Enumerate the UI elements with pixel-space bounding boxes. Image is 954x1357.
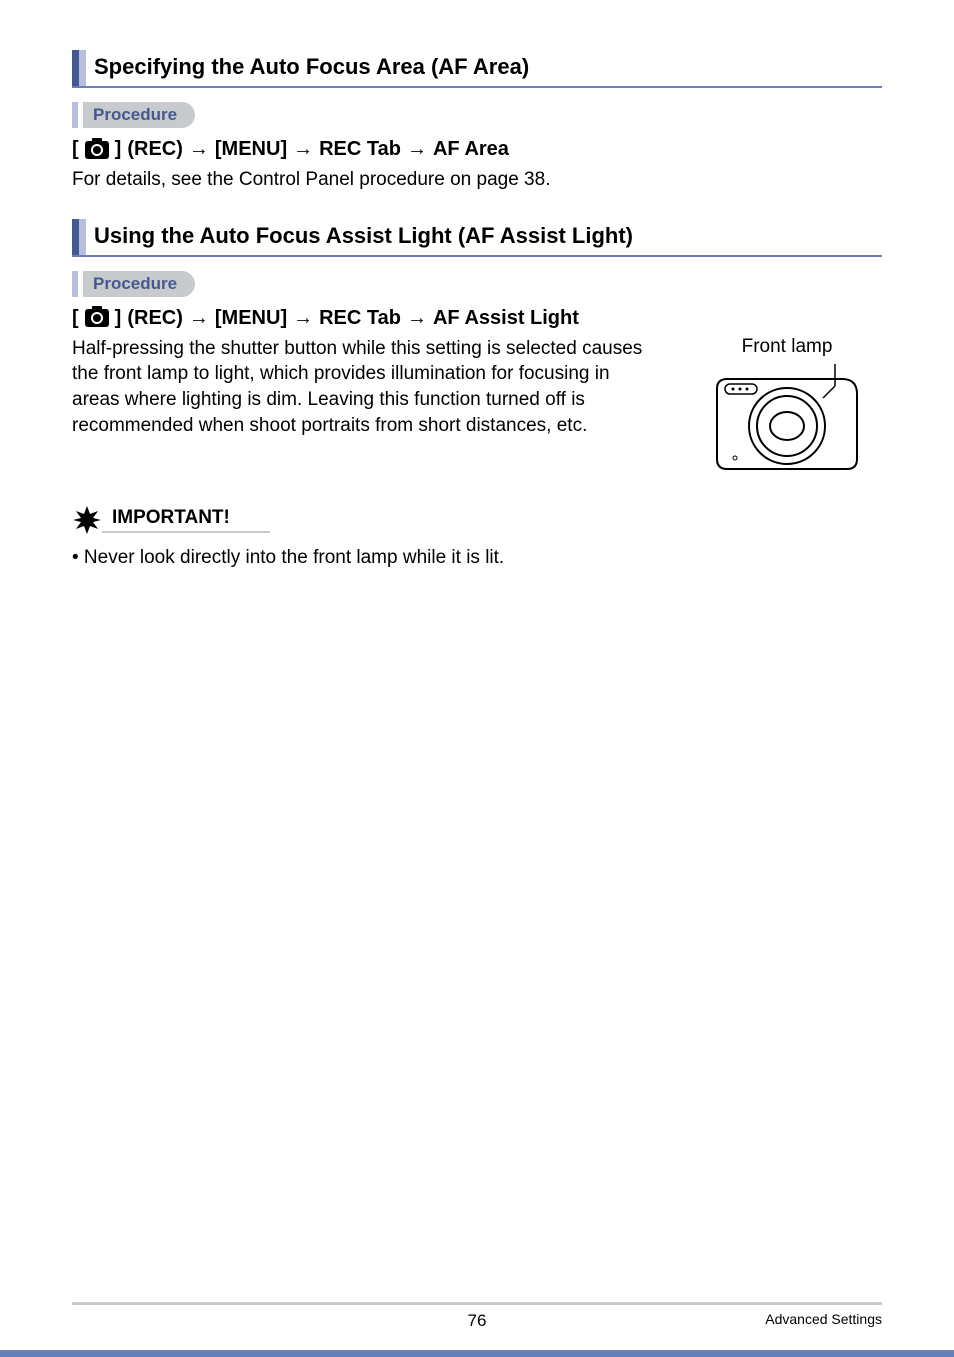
important-row: IMPORTANT!	[72, 505, 882, 535]
bracket-close: ]	[115, 307, 122, 330]
breadcrumb-menu: [MENU]	[215, 307, 287, 330]
camera-icon	[85, 309, 109, 327]
footer-section-name: Advanced Settings	[765, 1311, 882, 1327]
breadcrumb-menu: [MENU]	[215, 138, 287, 161]
heading-bar-light	[79, 219, 86, 255]
procedure-bar	[72, 271, 78, 297]
procedure-label: Procedure	[72, 102, 882, 128]
diagram-caption: Front lamp	[692, 336, 882, 358]
important-bullet: • Never look directly into the front lam…	[72, 545, 882, 571]
breadcrumb-af-area: [ ] (REC) → [MENU] → REC Tab → AF Area	[72, 138, 882, 161]
arrow-icon: →	[407, 138, 427, 161]
procedure-pill: Procedure	[83, 271, 195, 297]
breadcrumb-af-assist: [ ] (REC) → [MENU] → REC Tab → AF Assist…	[72, 307, 882, 330]
heading-bar-dark	[72, 50, 79, 86]
arrow-icon: →	[293, 307, 313, 330]
starburst-icon	[72, 505, 102, 535]
procedure-pill: Procedure	[83, 102, 195, 128]
arrow-icon: →	[293, 138, 313, 161]
camera-front-diagram	[707, 364, 867, 474]
bottom-accent-bar	[0, 1350, 954, 1357]
arrow-icon: →	[189, 307, 209, 330]
section-title: Using the Auto Focus Assist Light (AF As…	[86, 219, 633, 255]
breadcrumb-rec: (REC)	[127, 138, 183, 161]
procedure-label: Procedure	[72, 271, 882, 297]
breadcrumb-tab: REC Tab	[319, 138, 401, 161]
camera-icon	[85, 141, 109, 159]
section2-body: Half-pressing the shutter button while t…	[72, 336, 652, 439]
bracket-open: [	[72, 307, 79, 330]
bracket-open: [	[72, 138, 79, 161]
arrow-icon: →	[407, 307, 427, 330]
bracket-close: ]	[115, 138, 122, 161]
important-label: IMPORTANT!	[102, 507, 270, 533]
section-title: Specifying the Auto Focus Area (AF Area)	[86, 50, 529, 86]
page-number: 76	[468, 1311, 487, 1331]
section1-body: For details, see the Control Panel proce…	[72, 167, 882, 193]
breadcrumb-target: AF Area	[433, 138, 509, 161]
breadcrumb-rec: (REC)	[127, 307, 183, 330]
breadcrumb-tab: REC Tab	[319, 307, 401, 330]
procedure-bar	[72, 102, 78, 128]
breadcrumb-target: AF Assist Light	[433, 307, 579, 330]
heading-bar-light	[79, 50, 86, 86]
heading-bar-dark	[72, 219, 79, 255]
section-heading-af-assist: Using the Auto Focus Assist Light (AF As…	[72, 219, 882, 257]
section-heading-af-area: Specifying the Auto Focus Area (AF Area)	[72, 50, 882, 88]
page-footer: 76 Advanced Settings	[72, 1302, 882, 1327]
arrow-icon: →	[189, 138, 209, 161]
